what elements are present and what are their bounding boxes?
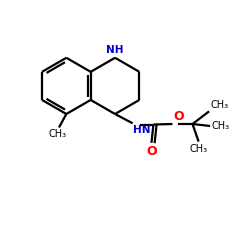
Text: HN: HN (132, 125, 150, 135)
Text: NH: NH (106, 45, 124, 55)
Text: O: O (173, 110, 184, 122)
Text: CH₃: CH₃ (211, 121, 230, 131)
Text: CH₃: CH₃ (210, 100, 229, 110)
Text: CH₃: CH₃ (190, 144, 208, 154)
Text: CH₃: CH₃ (49, 130, 67, 140)
Text: O: O (146, 145, 157, 158)
